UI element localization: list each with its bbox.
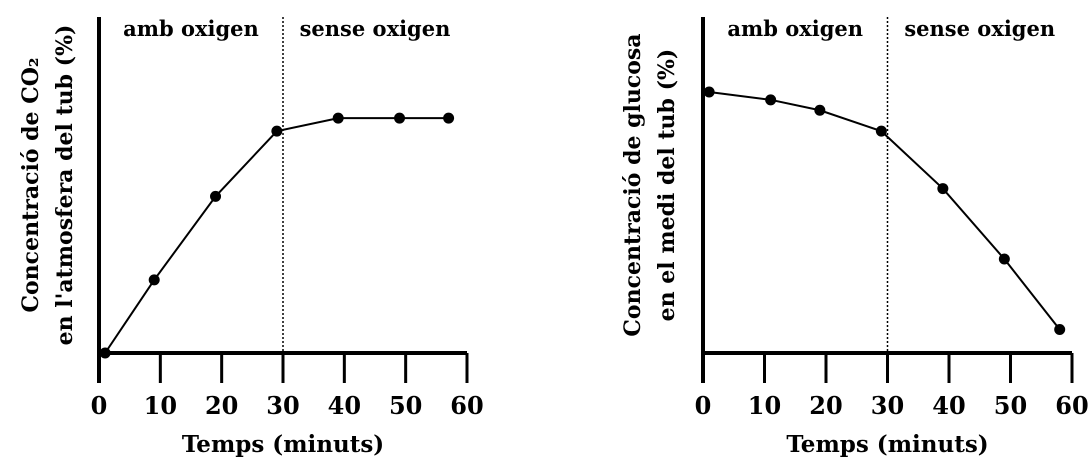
chart2-x-tick-label: 20	[809, 391, 842, 420]
chart1-x-tick-label: 20	[205, 391, 238, 420]
chart2-data-point	[937, 183, 949, 195]
chart2-x-tick-label: 0	[695, 391, 712, 420]
chart1-data-point	[332, 112, 344, 124]
chart2-x-tick-label: 50	[994, 391, 1027, 420]
chart1-data-point	[210, 190, 222, 202]
chart1-x-tick-label: 40	[328, 391, 361, 420]
chart2-region-label-oxygen: amb oxigen	[727, 16, 863, 41]
chart2-x-tick-label: 40	[932, 391, 965, 420]
chart2-y-axis-label-line2: en el medi del tub (%)	[654, 49, 680, 322]
chart2-data-point	[814, 104, 826, 116]
chart1-y-axis-label-line2: en l'atmosfera del tub (%)	[52, 25, 78, 346]
chart2-data-point	[703, 86, 715, 98]
chart2-x-tick-label: 10	[748, 391, 781, 420]
chart1-x-tick-label: 30	[266, 391, 299, 420]
chart1-data-point	[271, 125, 283, 137]
chart2-data-point	[1054, 324, 1066, 336]
chart1-data-point	[443, 112, 455, 124]
chart2-data-point	[765, 94, 777, 106]
chart2-data-point	[998, 253, 1010, 265]
chart1-x-tick-label: 60	[450, 391, 483, 420]
chart1-x-tick-label: 0	[91, 391, 108, 420]
chart1-x-tick-label: 10	[144, 391, 177, 420]
chart1-y-axis-label-line1: Concentració de CO₂	[18, 57, 44, 312]
chart1-data-point	[99, 347, 111, 359]
chart1-region-label-no-oxygen: sense oxigen	[300, 16, 451, 41]
chart1-region-label-oxygen: amb oxigen	[123, 16, 259, 41]
chart1-x-axis-label: Temps (minuts)	[182, 431, 384, 458]
chart1-data-point	[148, 274, 160, 286]
chart2-y-axis-label-line1: Concentració de glucosa	[620, 33, 646, 336]
chart1-x-tick-label: 50	[389, 391, 422, 420]
chart2-x-tick-label: 60	[1055, 391, 1088, 420]
chart2-region-label-no-oxygen: sense oxigen	[904, 16, 1055, 41]
chart1-data-point	[394, 112, 406, 124]
chart2-x-tick-label: 30	[871, 391, 904, 420]
chart1-series-line	[104, 117, 449, 354]
chart2-x-axis-label: Temps (minuts)	[786, 431, 988, 458]
chart2-data-point	[875, 125, 887, 137]
